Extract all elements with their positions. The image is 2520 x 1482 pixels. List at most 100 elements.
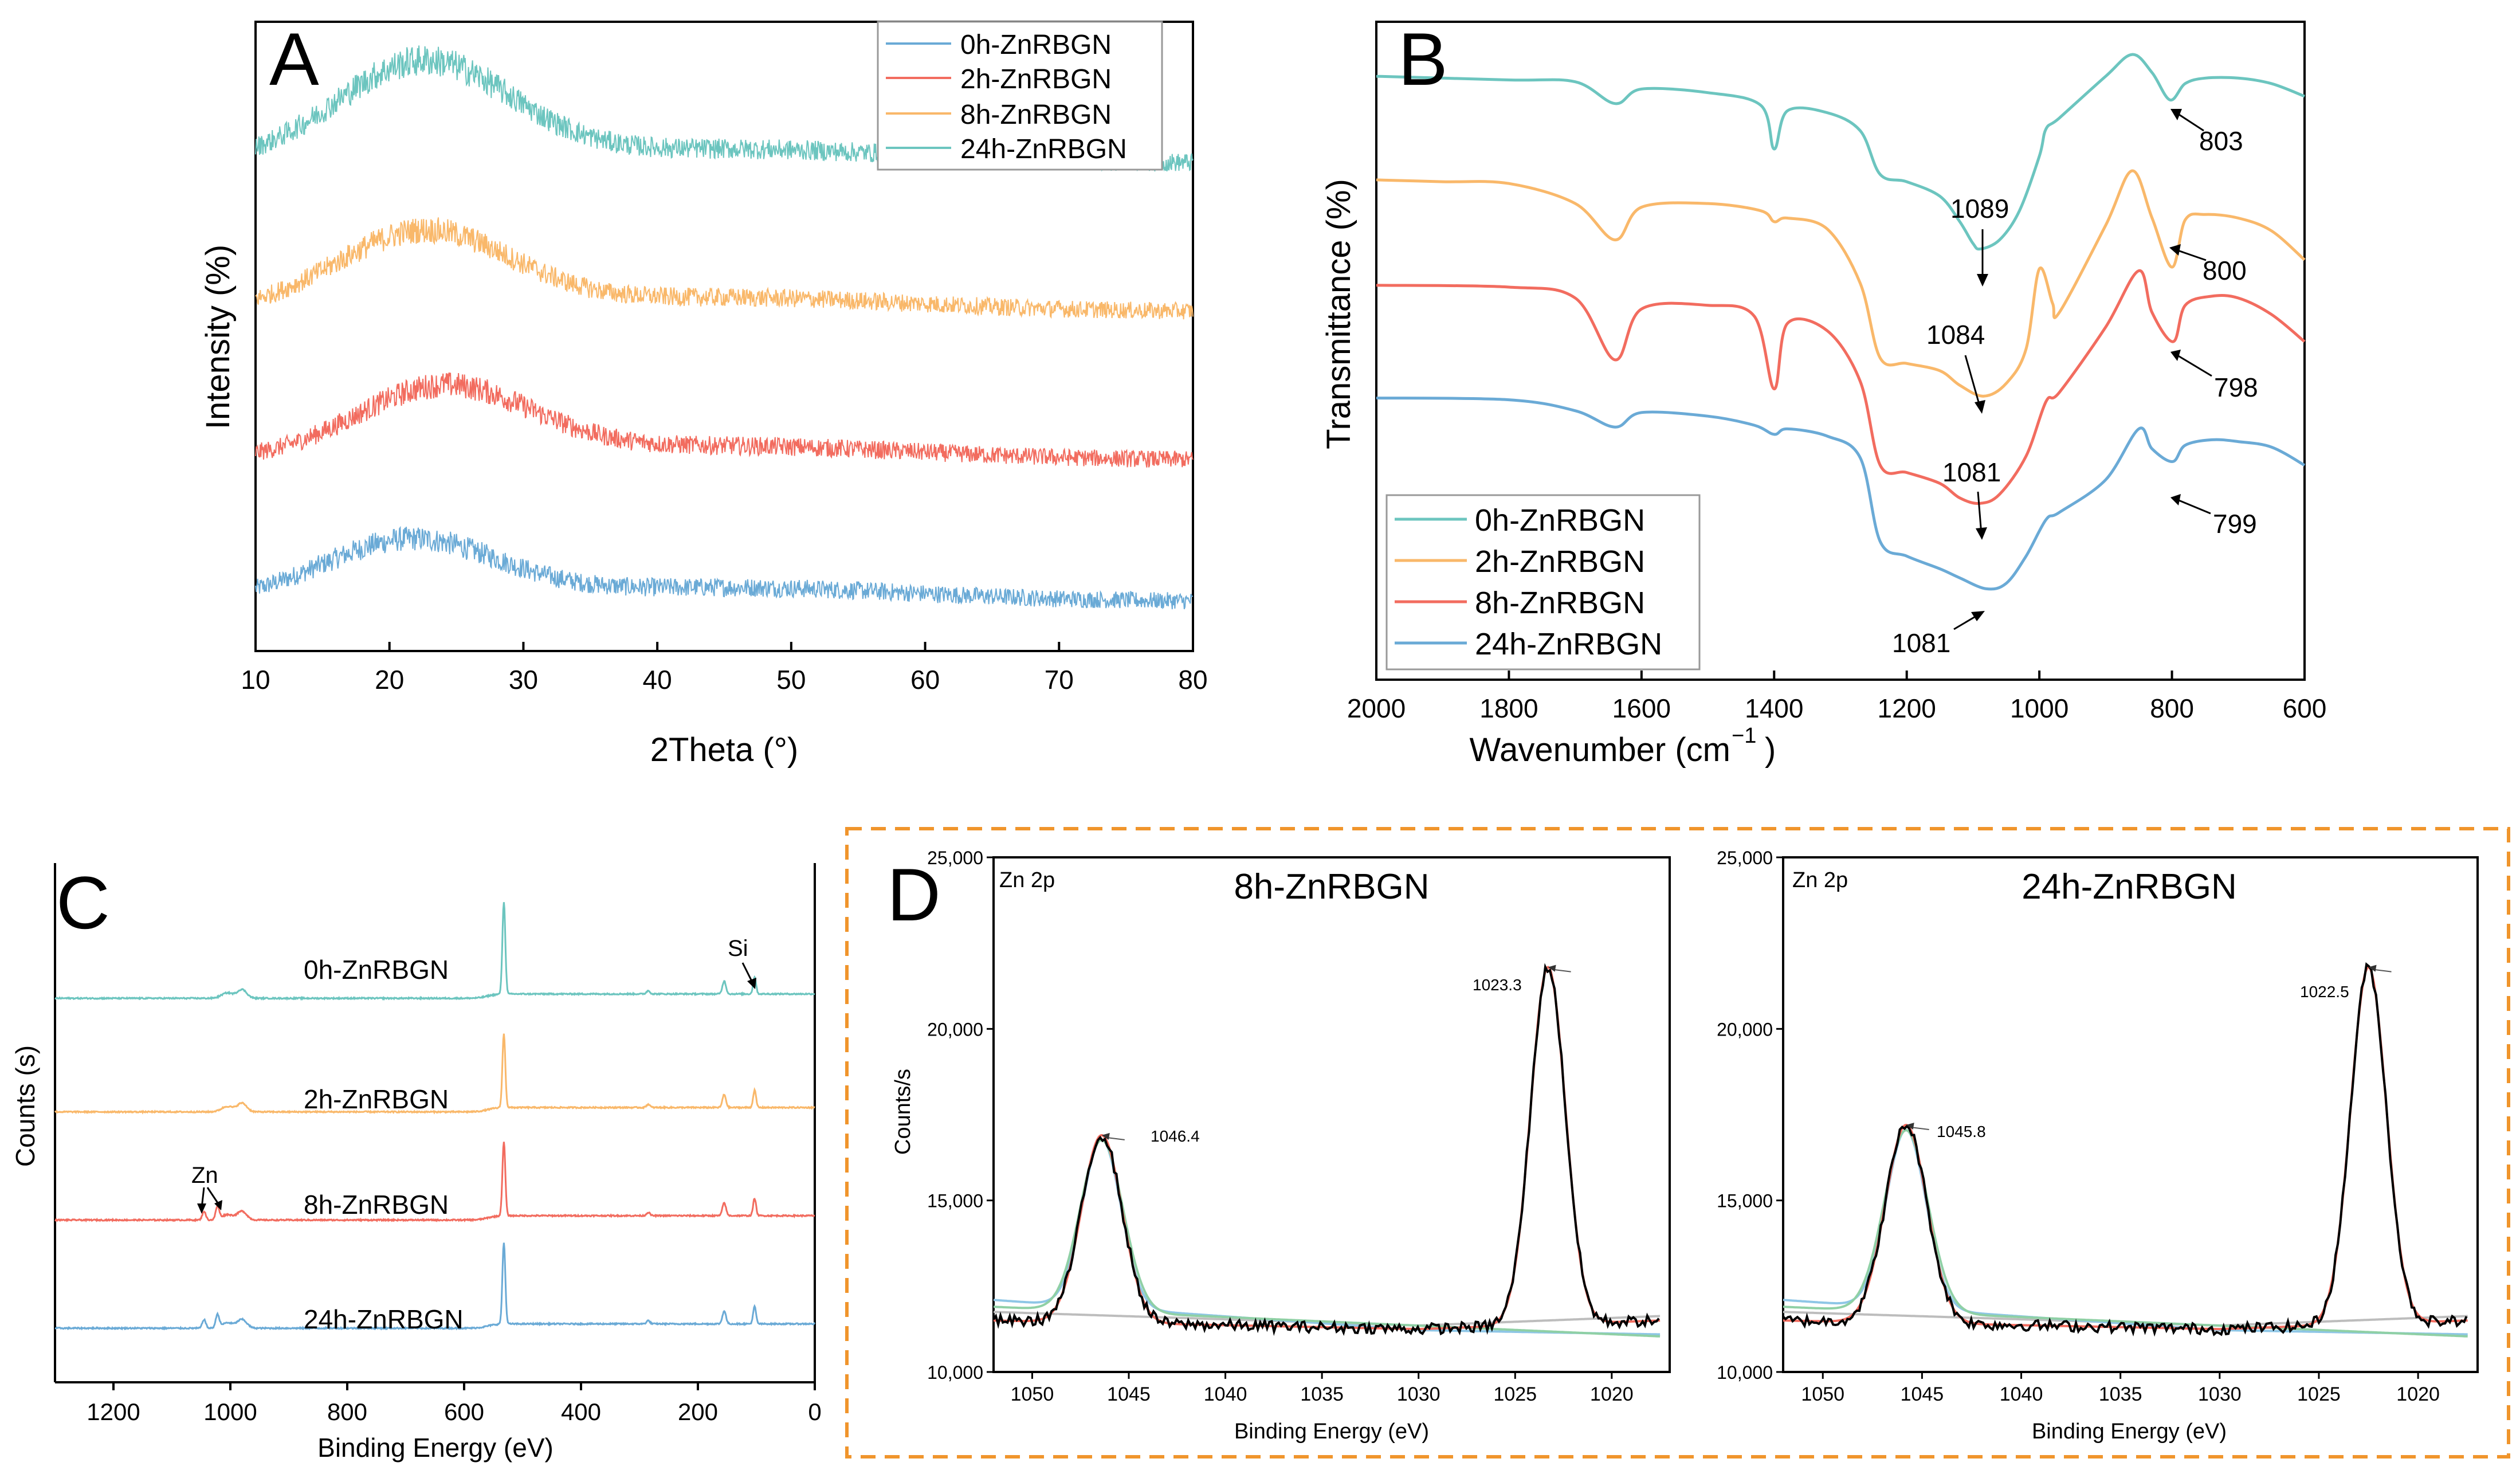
D1-x-tick-label: 1025	[1493, 1383, 1537, 1405]
D1-y-tick-label: 10,000	[927, 1362, 983, 1383]
panel-c-si-arrowhead	[747, 978, 756, 989]
annotation-1084-arrowhead	[1975, 400, 1985, 414]
panel-b-tick-label: 800	[2150, 693, 2194, 723]
panel-b-tick-label: 600	[2283, 693, 2327, 723]
ftir-series-8h-ZnRBGN	[1376, 269, 2306, 505]
panel-d2-frame	[1782, 856, 2479, 1373]
panel-d2-title: 24h-ZnRBGN	[2022, 867, 2237, 907]
panel-a-letter: A	[269, 17, 319, 101]
annotation-1081-b: 1081	[1892, 628, 1950, 658]
D2-x-tick-label: 1020	[2396, 1383, 2440, 1405]
panel-c-tick-label: 0	[808, 1398, 821, 1425]
panel-b-tick-label: 1200	[1878, 693, 1936, 723]
panel-b-ftir: 2000 1800 1600 1400 1200 1000 800 600 B Wavenum…	[1320, 17, 2326, 769]
annotation-1081-a-arrowhead	[1976, 527, 1987, 540]
panel-d-dashed-border	[845, 827, 2510, 1459]
legend-b-label-1: 2h-ZnRBGN	[1475, 544, 1645, 579]
panel-d1-xlabel: Binding Energy (eV)	[1234, 1420, 1429, 1444]
D1-fit-blue-curve	[993, 1138, 1661, 1336]
panel-c-series-label-3: 24h-ZnRBGN	[304, 1304, 464, 1334]
panel-d-24h-zn2p: 1050 1045 1040 1035 1030 1025 1020 10,000 15,000…	[1717, 848, 2479, 1444]
annotation-800-arrow	[2176, 249, 2207, 261]
D1-envelope-curve	[994, 966, 1661, 1331]
annotation-1081-a: 1081	[1942, 457, 2001, 487]
panel-d2-ticks: 1050 1045 1040 1035 1030 1025 1020 10,000 15,000…	[1717, 848, 2440, 1405]
panel-d1-ticks: 1050 1045 1040 1035 1030 1025 1020 10,000 15,000…	[927, 848, 1634, 1405]
panel-a-tick-label: 70	[1045, 665, 1074, 695]
panel-b-xlabel: Wavenumber (cm	[1469, 731, 1730, 769]
panel-d1-ylabel: Counts/s	[891, 1069, 915, 1155]
D2-x-tick-label: 1045	[1901, 1383, 1944, 1405]
panel-d1-curves	[992, 963, 1661, 1338]
D1-x-tick-label: 1045	[1107, 1383, 1151, 1405]
panel-c-tick-label: 200	[678, 1398, 718, 1425]
panel-c-series-group	[54, 902, 816, 1331]
panel-a-xrd: 10 20 30 40 50 60 70 80 A 2Theta (°) Intensity …	[199, 17, 1208, 769]
D1-peak-arrow-0	[1106, 1136, 1125, 1140]
panel-b-tick-label: 1400	[1745, 693, 1803, 723]
panel-c-tick-label: 400	[561, 1398, 601, 1425]
panel-d2-peak-label-0: 1045.8	[1937, 1123, 1986, 1140]
panel-c-x-ticks: 1200 1000 800 600 400 200 0	[87, 1382, 822, 1425]
D2-peak-arrow-1	[2373, 969, 2392, 973]
D1-x-tick-label: 1035	[1300, 1383, 1344, 1405]
xps-survey-8h-ZnRBGN	[54, 1142, 815, 1223]
panel-c-tick-label: 1000	[203, 1398, 257, 1425]
panel-a-tick-label: 10	[241, 665, 270, 695]
panel-b-ylabel: Transmittance (%)	[1320, 179, 1357, 449]
panel-a-tick-label: 60	[910, 665, 940, 695]
panel-d-8h-zn2p: 1050 1045 1040 1035 1030 1025 1020 10,000 15,000…	[891, 848, 1671, 1444]
D1-x-tick-label: 1030	[1397, 1383, 1440, 1405]
panel-b-tick-label: 2000	[1347, 693, 1406, 723]
annotation-799-arrowhead	[2170, 494, 2181, 505]
panel-b-xlabel-superscript: −1	[1732, 724, 1756, 748]
panel-c-tick-label: 1200	[87, 1398, 140, 1425]
D1-x-tick-label: 1050	[1011, 1383, 1054, 1405]
panel-b-legend-box	[1385, 494, 1701, 671]
panel-c-xps-survey: 1200 1000 800 600 400 200 0 C Binding Energy (…	[10, 861, 822, 1463]
panel-d1-peak-label-0: 1046.4	[1151, 1127, 1200, 1145]
panel-b-tick-label: 1800	[1479, 693, 1538, 723]
annotation-798-arrowhead	[2170, 350, 2181, 361]
xps-survey-0h-ZnRBGN	[54, 902, 815, 1001]
D1-x-tick-label: 1040	[1204, 1383, 1247, 1405]
panel-a-tick-label: 20	[375, 665, 404, 695]
panel-a-legend-box	[877, 21, 1163, 171]
panel-d2-curves	[1782, 962, 2468, 1338]
panel-a-xlabel: 2Theta (°)	[650, 731, 799, 769]
annotation-798-arrow	[2177, 354, 2212, 377]
panel-c-series-label-1: 2h-ZnRBGN	[304, 1084, 449, 1114]
panel-c-tick-label: 800	[327, 1398, 367, 1425]
legend-b-label-0: 0h-ZnRBGN	[1475, 503, 1645, 538]
panel-c-zn-arrowheads	[197, 1200, 222, 1214]
D2-measured-curve	[1782, 962, 2468, 1337]
panel-b-frame	[1375, 21, 2306, 681]
legend-a-label-3: 24h-ZnRBGN	[960, 134, 1127, 164]
annotation-798: 798	[2214, 373, 2258, 402]
D1-y-tick-label: 20,000	[927, 1019, 983, 1040]
panel-a-x-ticks: 10 20 30 40 50 60 70 80	[241, 642, 1208, 695]
xps-survey-24h-ZnRBGN	[54, 1242, 816, 1331]
D2-peak-arrowhead-1	[2368, 965, 2377, 972]
D1-x-tick-label: 1020	[1590, 1383, 1634, 1405]
panel-a-tick-label: 80	[1178, 665, 1207, 695]
annotation-799: 799	[2213, 509, 2257, 539]
xps-survey-2h-ZnRBGN	[54, 1033, 815, 1115]
panel-d1-title: 8h-ZnRBGN	[1234, 867, 1429, 907]
panel-c-ylabel: Counts (s)	[10, 1045, 40, 1167]
D1-peak-arrowhead-0	[1101, 1132, 1110, 1140]
D2-x-tick-label: 1025	[2297, 1383, 2341, 1405]
annotation-1089-arrowhead	[1977, 274, 1988, 287]
annotation-1081-b-arrowhead	[1971, 611, 1985, 621]
panel-c-letter: C	[56, 861, 110, 944]
D2-fit-green-curve	[1783, 1129, 2468, 1338]
D1-measured-curve	[992, 963, 1660, 1336]
ftir-series-0h-ZnRBGN	[1376, 53, 2305, 251]
D1-y-tick-label: 15,000	[927, 1191, 983, 1212]
panel-c-annotation-zn: Zn	[191, 1163, 218, 1188]
annotation-800: 800	[2203, 256, 2247, 285]
panel-c-xlabel: Binding Energy (eV)	[317, 1433, 554, 1463]
annotation-1084: 1084	[1926, 320, 1985, 350]
annotation-799-arrow	[2177, 499, 2211, 515]
D2-envelope-curve	[1783, 966, 2468, 1331]
